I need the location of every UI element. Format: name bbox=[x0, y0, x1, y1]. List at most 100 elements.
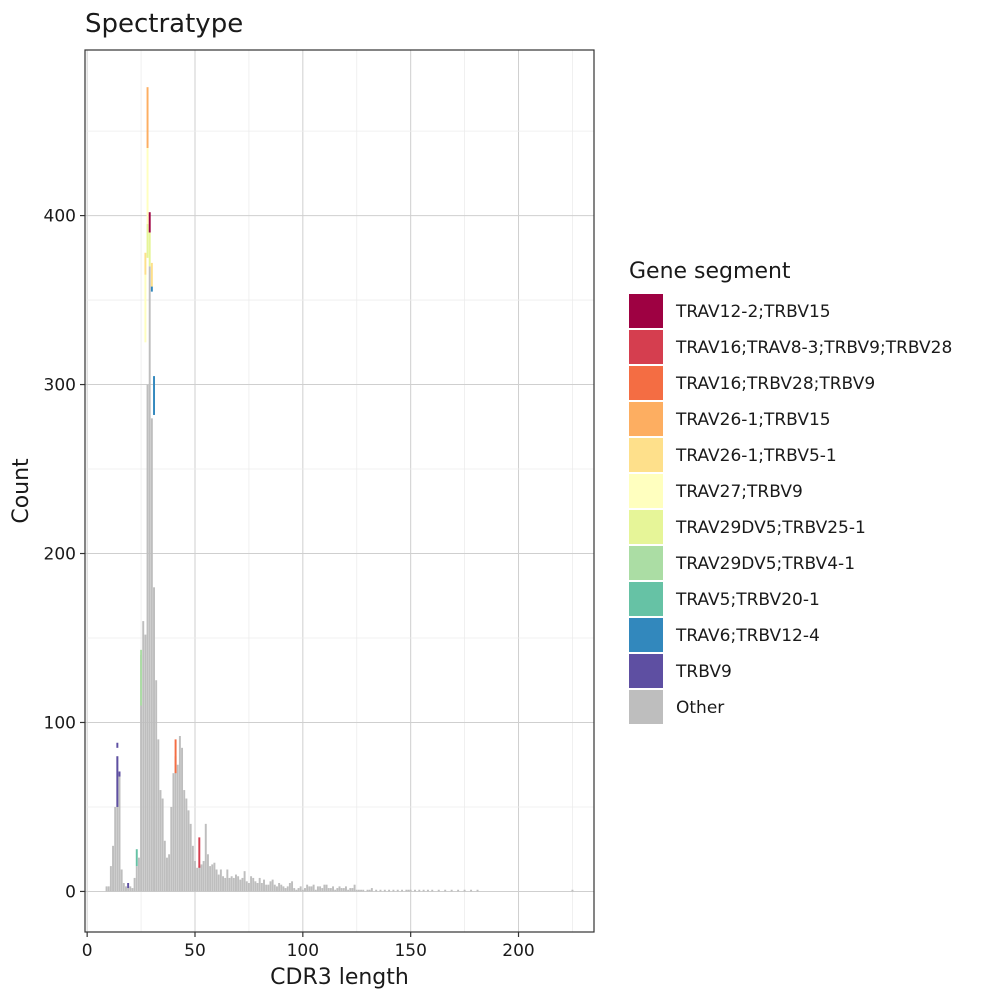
y-tick-label: 300 bbox=[44, 376, 76, 396]
bar-segment bbox=[148, 232, 151, 267]
bar-other bbox=[325, 884, 328, 892]
bar-other bbox=[181, 747, 184, 892]
bar-other bbox=[235, 874, 237, 892]
y-tick-label: 400 bbox=[44, 207, 76, 227]
legend-swatch bbox=[629, 654, 663, 688]
bar-other bbox=[250, 876, 253, 892]
bar-other bbox=[105, 886, 108, 892]
legend-swatch bbox=[629, 582, 663, 616]
bar-other bbox=[362, 889, 365, 892]
bar-other bbox=[211, 864, 214, 892]
x-tick-label: 200 bbox=[502, 941, 534, 961]
bar-other bbox=[118, 773, 121, 892]
legend-label: TRAV26-1;TRBV15 bbox=[675, 410, 831, 430]
bar-other bbox=[301, 889, 304, 892]
bar-other bbox=[153, 587, 155, 892]
plot-panel-border bbox=[84, 49, 595, 933]
legend-label: TRAV29DV5;TRBV4-1 bbox=[675, 554, 855, 574]
legend-label: TRBV9 bbox=[675, 662, 732, 682]
bar-other bbox=[388, 889, 391, 892]
bar-other bbox=[247, 883, 250, 892]
bar-other bbox=[140, 654, 143, 892]
bar-other bbox=[329, 888, 332, 892]
bar-other bbox=[239, 879, 242, 892]
bar-other bbox=[267, 884, 270, 892]
bar-other bbox=[375, 889, 378, 892]
legend-label: TRAV27;TRBV9 bbox=[675, 482, 803, 502]
bar-other bbox=[157, 739, 160, 892]
bar-segment bbox=[144, 252, 147, 275]
bar-other bbox=[355, 889, 358, 892]
bar-other bbox=[131, 888, 134, 892]
bar-other bbox=[470, 889, 473, 892]
bar-other bbox=[215, 869, 218, 892]
bar-other bbox=[450, 889, 453, 892]
bar-other bbox=[353, 884, 356, 892]
legend-swatch bbox=[629, 438, 663, 472]
bar-other bbox=[122, 883, 125, 892]
bar-other bbox=[409, 889, 412, 892]
bar-other bbox=[174, 756, 177, 892]
bar-other bbox=[194, 861, 196, 892]
bar-other bbox=[204, 823, 207, 892]
bar-other bbox=[241, 877, 244, 892]
bar-other bbox=[269, 881, 272, 892]
bar-other bbox=[297, 888, 300, 892]
bar-segment bbox=[116, 756, 119, 807]
bar-other bbox=[185, 798, 188, 892]
bar-other bbox=[187, 810, 190, 892]
bar-other bbox=[129, 886, 132, 892]
bar-other bbox=[344, 886, 347, 892]
bars-group bbox=[105, 87, 574, 892]
bar-segment bbox=[140, 649, 143, 706]
bar-other bbox=[172, 773, 175, 892]
bar-other bbox=[198, 866, 201, 892]
bar-other bbox=[396, 889, 399, 892]
bar-other bbox=[135, 866, 138, 892]
bar-other bbox=[114, 806, 117, 892]
bar-other bbox=[360, 889, 363, 892]
bar-other bbox=[217, 874, 220, 892]
bar-other bbox=[170, 806, 173, 892]
bar-other bbox=[146, 384, 149, 892]
bar-other bbox=[323, 884, 326, 892]
bar-other bbox=[112, 845, 115, 892]
plot-panel bbox=[85, 50, 594, 932]
bar-other bbox=[327, 888, 330, 892]
legend-swatch bbox=[629, 474, 663, 508]
legend-label: TRAV29DV5;TRBV25-1 bbox=[675, 518, 866, 538]
bar-other bbox=[357, 889, 360, 892]
y-tick-label: 100 bbox=[44, 713, 76, 733]
bar-segment bbox=[153, 376, 155, 415]
bar-other bbox=[422, 889, 425, 892]
bar-other bbox=[312, 884, 315, 892]
bar-other bbox=[314, 889, 317, 892]
legend-label: TRAV16;TRAV8-3;TRBV9;TRBV28 bbox=[675, 338, 952, 358]
bar-other bbox=[178, 736, 181, 892]
bar-other bbox=[224, 877, 227, 892]
bar-other bbox=[183, 790, 186, 892]
bar-other bbox=[161, 798, 164, 892]
bar-other bbox=[431, 889, 434, 892]
bar-other bbox=[176, 764, 179, 892]
bar-other bbox=[243, 871, 246, 892]
bar-other bbox=[426, 889, 429, 892]
x-tick-label: 0 bbox=[82, 941, 93, 961]
bar-other bbox=[379, 889, 382, 892]
bar-other bbox=[351, 888, 354, 892]
bar-other bbox=[306, 884, 309, 892]
bar-other bbox=[232, 877, 235, 892]
bar-other bbox=[407, 889, 410, 892]
bar-other bbox=[127, 888, 130, 892]
legend-swatch bbox=[629, 618, 663, 652]
bar-other bbox=[418, 889, 421, 892]
legend-label: Other bbox=[676, 698, 724, 718]
bar-other bbox=[155, 680, 158, 892]
bar-other bbox=[254, 881, 257, 892]
legend-label: TRAV16;TRBV28;TRBV9 bbox=[675, 374, 875, 394]
legend-swatch bbox=[629, 294, 663, 328]
bar-other bbox=[222, 876, 225, 892]
bar-other bbox=[260, 883, 263, 892]
bar-other bbox=[150, 418, 153, 892]
